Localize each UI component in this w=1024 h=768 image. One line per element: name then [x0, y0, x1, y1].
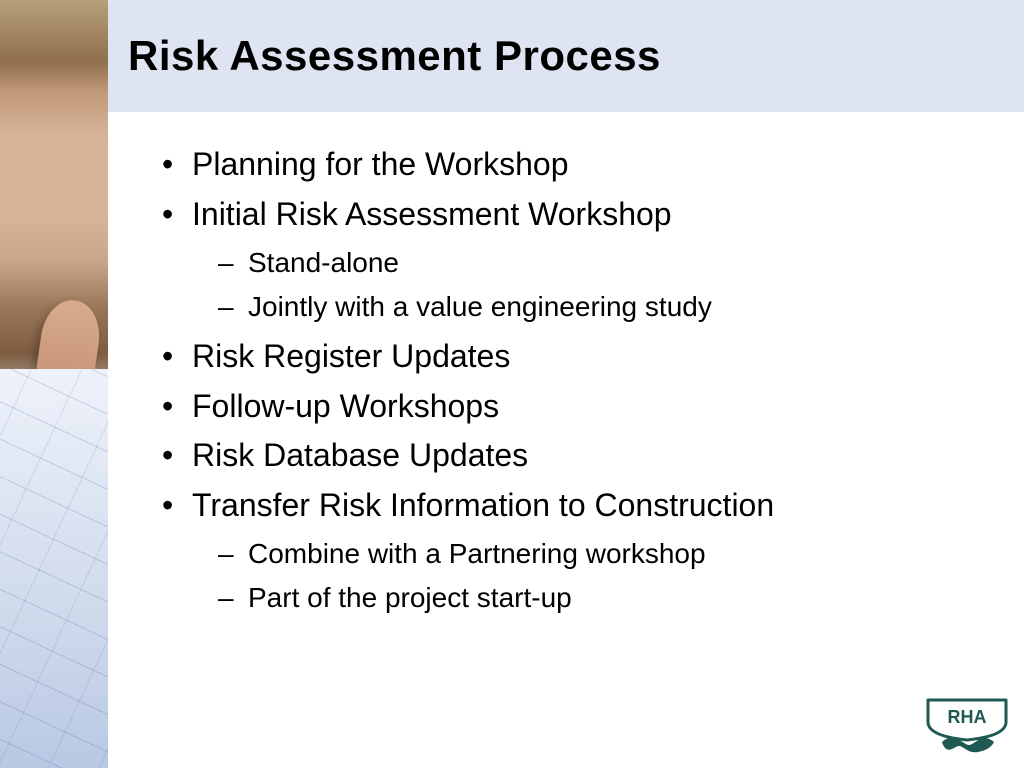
list-item: Combine with a Partnering workshop [192, 532, 994, 575]
bullet-list: Planning for the Workshop Initial Risk A… [156, 140, 994, 619]
hand-illustration [30, 297, 104, 424]
list-item: Risk Database Updates [156, 431, 994, 481]
list-item-label: Jointly with a value engineering study [248, 291, 712, 322]
hand-illustration-nail [49, 390, 76, 413]
list-item-label: Risk Register Updates [192, 338, 510, 374]
list-item: Initial Risk Assessment Workshop Stand-a… [156, 190, 994, 328]
list-item: Stand-alone [192, 241, 994, 284]
list-item: Planning for the Workshop [156, 140, 994, 190]
list-item-label: Transfer Risk Information to Constructio… [192, 487, 774, 523]
list-item-label: Stand-alone [248, 247, 399, 278]
list-item-label: Initial Risk Assessment Workshop [192, 196, 672, 232]
rha-logo-icon: RHA [924, 696, 1010, 754]
list-item: Follow-up Workshops [156, 382, 994, 432]
slide: Risk Assessment Process Planning for the… [0, 0, 1024, 768]
decorative-side-image [0, 0, 108, 768]
sub-bullet-list: Stand-alone Jointly with a value enginee… [192, 241, 994, 328]
title-bar: Risk Assessment Process [108, 0, 1024, 112]
slide-body: Planning for the Workshop Initial Risk A… [108, 112, 1024, 768]
slide-title: Risk Assessment Process [128, 32, 661, 80]
list-item-label: Risk Database Updates [192, 437, 528, 473]
rha-logo: RHA [924, 696, 1010, 754]
rha-logo-text: RHA [948, 707, 987, 727]
sub-bullet-list: Combine with a Partnering workshop Part … [192, 532, 994, 619]
list-item: Part of the project start-up [192, 576, 994, 619]
list-item: Transfer Risk Information to Constructio… [156, 481, 994, 619]
list-item-label: Combine with a Partnering workshop [248, 538, 706, 569]
list-item-label: Follow-up Workshops [192, 388, 499, 424]
list-item: Risk Register Updates [156, 332, 994, 382]
list-item: Jointly with a value engineering study [192, 285, 994, 328]
list-item-label: Planning for the Workshop [192, 146, 569, 182]
list-item-label: Part of the project start-up [248, 582, 572, 613]
